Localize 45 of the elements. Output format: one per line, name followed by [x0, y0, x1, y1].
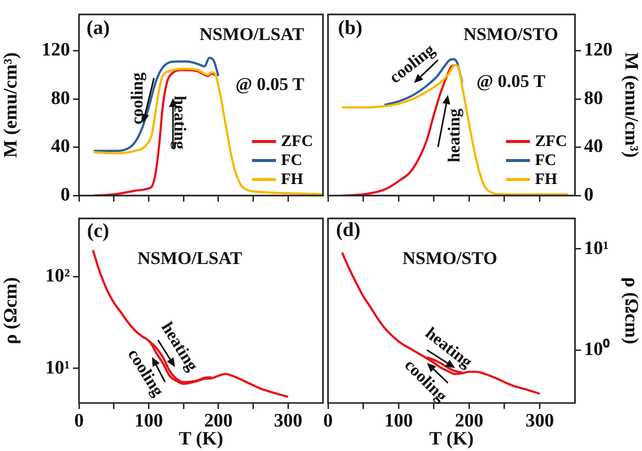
annotation: (d) [336, 219, 360, 241]
y-tick-label: 0 [584, 184, 594, 206]
legend-label: FC [281, 151, 302, 170]
y-tick-label: 10¹ [45, 357, 70, 378]
x-tick-label: 300 [525, 410, 554, 432]
x-tick-label: 300 [274, 410, 302, 432]
text: NSMO/STO [464, 24, 558, 44]
y-tick-label: 0 [60, 184, 70, 206]
y-tick-label: 10² [45, 265, 70, 286]
y-tick-label: 40 [51, 136, 70, 158]
y-axis-title: M (emu/cm³) [0, 52, 22, 158]
x-tick-label: 100 [134, 410, 163, 432]
legend-label: FC [535, 151, 556, 170]
y-tick-label: 80 [584, 88, 603, 109]
annotation: @ 0.05 T [476, 71, 546, 91]
y-tick-label: 40 [584, 136, 603, 158]
y-tick-label: 10⁰ [584, 338, 610, 360]
annotation: cooling [127, 72, 146, 124]
y-tick-label: 120 [42, 40, 70, 61]
annotation: (c) [87, 220, 110, 242]
x-tick-label: 200 [454, 410, 484, 432]
y-tick-label: 80 [51, 88, 70, 109]
text: NSMO/LSAT [200, 24, 304, 44]
legend-label: ZFC [535, 132, 567, 151]
x-tick-label: 100 [384, 410, 413, 432]
annotation: (b) [338, 17, 362, 39]
y-axis-title: ρ (Ωcm) [620, 277, 642, 344]
annotation: heating [170, 95, 190, 149]
text: NSMO/LSAT [138, 248, 242, 268]
x-axis-title: T (K) [429, 428, 474, 450]
y-axis-title: M (emu/cm³) [620, 52, 642, 158]
annotation: heating [444, 108, 464, 162]
legend-label: ZFC [281, 132, 313, 151]
annotation: @ 0.05 T [236, 74, 304, 94]
legend-label: FH [281, 170, 304, 189]
x-tick-label: 0 [74, 410, 84, 432]
y-axis-title: ρ (Ωcm) [0, 277, 22, 344]
x-tick-label: 0 [323, 410, 333, 432]
text: NSMO/STO [402, 248, 498, 268]
legend-label: FH [535, 170, 558, 189]
y-tick-label: 10¹ [584, 238, 609, 259]
x-axis-title: T (K) [178, 428, 224, 450]
y-tick-label: 120 [584, 40, 612, 61]
x-tick-label: 200 [204, 410, 233, 432]
annotation: (a) [86, 17, 110, 39]
